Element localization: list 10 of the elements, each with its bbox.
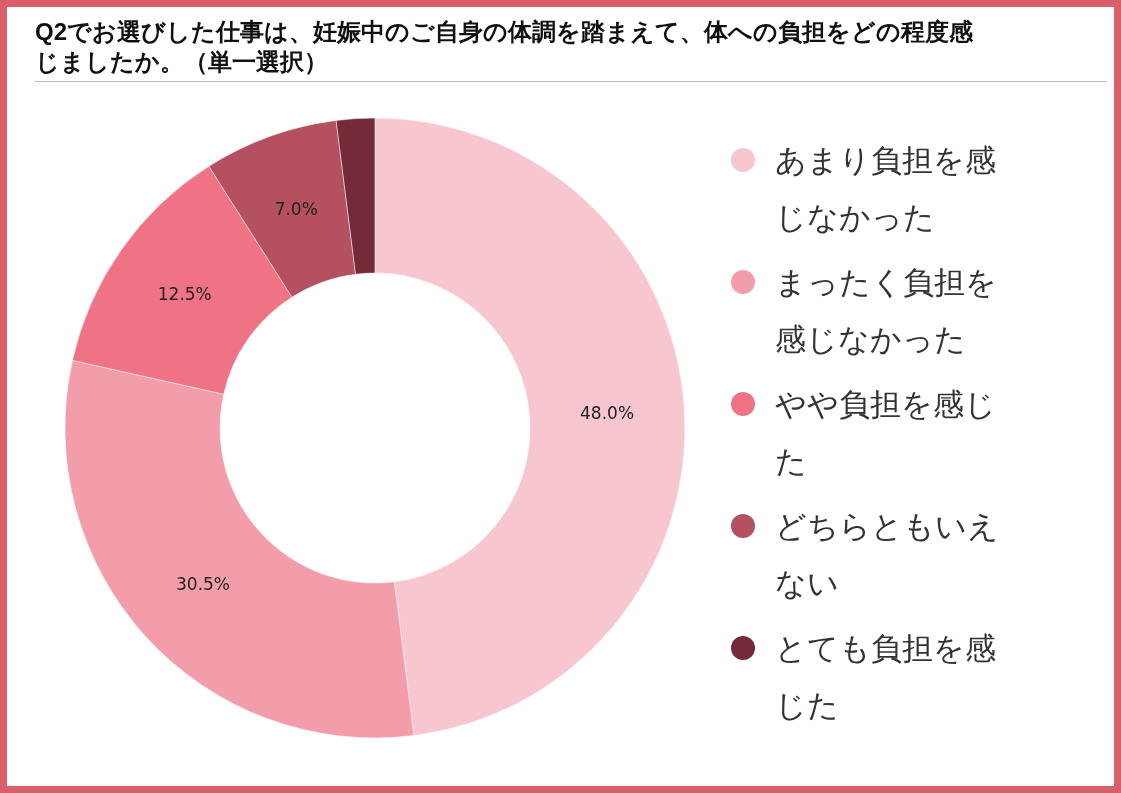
legend-label: どちらともいえない	[775, 508, 999, 601]
legend-label: とても負担を感じた	[775, 630, 996, 723]
data-label: 12.5%	[157, 284, 212, 305]
data-label: 30.5%	[176, 574, 231, 595]
data-label: 7.0%	[274, 199, 318, 220]
chart-title: Q2でお選びした仕事は、妊娠中のご自身の体調を踏まえて、体への負担をどの程度感じましたか。（単一選択）	[35, 17, 974, 77]
legend-label: やや負担を感じた	[775, 386, 996, 479]
legend-label: まったく負担を感じなかった	[775, 264, 997, 357]
data-label: 48.0%	[580, 403, 635, 424]
legend-label: あまり負担を感じなかった	[775, 142, 996, 235]
